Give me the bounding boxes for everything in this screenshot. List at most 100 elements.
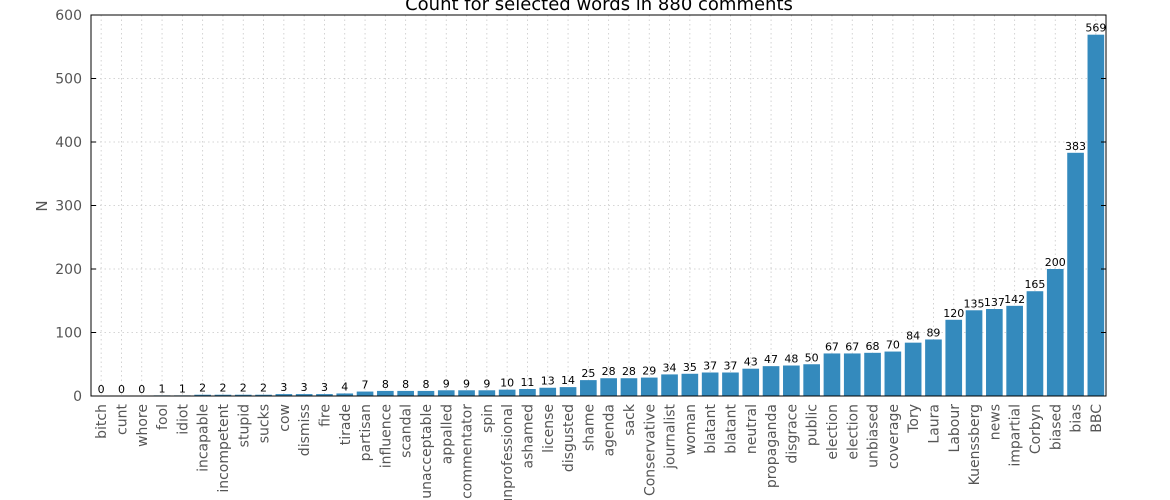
y-tick-label: 500 xyxy=(55,72,82,88)
x-tick-label: license xyxy=(541,404,557,453)
x-tick-label: election xyxy=(845,404,861,460)
x-tick-label: ashamed xyxy=(520,404,536,468)
bar xyxy=(884,351,902,396)
bar xyxy=(1067,152,1084,396)
x-tick-label: sack xyxy=(622,403,638,436)
bar-value-label: 89 xyxy=(926,326,940,339)
bar xyxy=(1006,305,1023,396)
x-tick-label: spin xyxy=(480,404,496,433)
x-tick-label: dismiss xyxy=(297,404,313,456)
bar-value-label: 137 xyxy=(984,296,1005,309)
x-tick-label: unacceptable xyxy=(419,404,435,499)
bar xyxy=(742,368,760,396)
bar xyxy=(864,352,881,396)
bar-value-label: 47 xyxy=(764,353,778,366)
bar-value-label: 84 xyxy=(906,330,920,343)
bar xyxy=(640,377,658,396)
bar-value-label: 8 xyxy=(402,378,409,391)
x-tick-label: disgrace xyxy=(784,404,800,464)
x-tick-label: woman xyxy=(683,404,699,455)
bar xyxy=(539,387,557,396)
bar-value-label: 4 xyxy=(341,380,348,393)
x-tick-label: fire xyxy=(317,404,333,427)
bar-value-label: 0 xyxy=(138,383,145,396)
bar-value-label: 1 xyxy=(159,382,166,395)
bar-value-label: 120 xyxy=(943,307,964,320)
bar-value-label: 14 xyxy=(561,374,575,387)
bar-value-label: 68 xyxy=(866,340,880,353)
bar-value-label: 35 xyxy=(683,361,697,374)
bar xyxy=(904,342,922,396)
bar xyxy=(803,364,820,396)
x-tick-label: journalist xyxy=(663,403,679,469)
bar-value-label: 25 xyxy=(581,367,595,380)
y-tick-label: 300 xyxy=(55,199,82,215)
bar-value-label: 70 xyxy=(886,339,900,352)
bar xyxy=(925,339,942,396)
chart-title: Count for selected words in 880 comments xyxy=(405,0,793,15)
bar-value-label: 2 xyxy=(260,382,267,395)
bars xyxy=(153,34,1105,397)
x-tick-label: shame xyxy=(581,404,597,451)
bar-value-label: 67 xyxy=(825,340,839,353)
bar-value-label: 2 xyxy=(240,382,247,395)
bar xyxy=(986,309,1003,396)
bar-value-label: 3 xyxy=(280,381,287,394)
x-tick-label: public xyxy=(805,404,821,446)
bar xyxy=(580,380,597,396)
x-tick-label: Kuenssberg xyxy=(967,404,983,485)
bar xyxy=(722,372,739,396)
x-tick-label: news xyxy=(987,404,1003,440)
x-tick-label: appalled xyxy=(439,404,455,464)
plot-frame xyxy=(90,14,1107,397)
bar xyxy=(681,373,699,396)
bar-value-label: 48 xyxy=(784,353,798,366)
bar xyxy=(316,394,333,396)
x-tick-label: bitch xyxy=(94,404,110,439)
bar-value-label: 9 xyxy=(483,377,490,390)
bar xyxy=(620,378,638,396)
x-tick-label: cunt xyxy=(114,403,130,434)
bar xyxy=(214,394,232,396)
bar-value-label: 2 xyxy=(199,382,206,395)
x-tick-label: blatant xyxy=(703,404,719,454)
x-tick-label: Labour xyxy=(947,404,963,453)
bar-value-label: 8 xyxy=(382,378,389,391)
x-tick-label: biased xyxy=(1048,404,1064,450)
bar-value-label: 34 xyxy=(663,361,677,374)
x-tick-label: election xyxy=(825,404,841,460)
bar xyxy=(1046,269,1064,396)
bar-value-label: 67 xyxy=(845,340,859,353)
y-tick-label: 100 xyxy=(55,326,82,342)
bar xyxy=(559,387,577,396)
y-tick-label: 200 xyxy=(55,262,82,278)
bar-value-label: 9 xyxy=(463,377,470,390)
x-tick-label: Conservative xyxy=(642,404,658,496)
bar xyxy=(377,390,394,396)
x-tick-label: stupid xyxy=(236,404,252,447)
bar xyxy=(336,393,354,396)
bar xyxy=(478,390,496,396)
grid-lines xyxy=(91,15,1106,396)
x-tick-label: scandal xyxy=(399,404,415,458)
bar xyxy=(823,353,841,396)
x-tick-label: propaganda xyxy=(764,404,780,488)
bar xyxy=(762,366,780,396)
x-tick-label: neutral xyxy=(744,404,760,454)
x-tick-label: BBC xyxy=(1089,404,1105,433)
bar xyxy=(600,378,617,396)
bar-value-label: 0 xyxy=(98,383,105,396)
x-tick-label: commentator xyxy=(460,404,476,499)
x-tick-label: unbiased xyxy=(866,404,882,468)
bar xyxy=(1087,34,1105,397)
x-tick-label: influence xyxy=(378,404,394,468)
x-tick-label: idiot xyxy=(175,404,191,435)
y-tick-label: 0 xyxy=(73,389,82,405)
x-tick-label: bias xyxy=(1069,404,1085,433)
x-tick-label: sucks xyxy=(257,404,273,443)
y-tick-label: 400 xyxy=(55,135,82,151)
x-tick-label: Corbyn xyxy=(1028,404,1044,454)
y-axis-label: N xyxy=(33,200,51,211)
